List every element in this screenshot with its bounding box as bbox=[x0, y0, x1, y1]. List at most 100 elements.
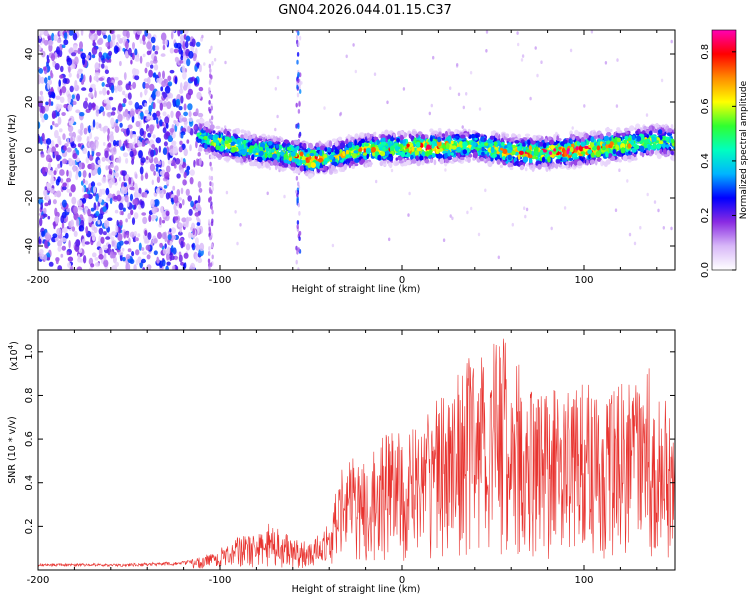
y-tick-label: 0.6 bbox=[24, 431, 35, 447]
spectrogram-noise-cell bbox=[112, 139, 117, 147]
spectrogram-signal-cell bbox=[235, 158, 241, 163]
spectrogram-signal-cell bbox=[271, 148, 275, 153]
spectrogram-noise-cell bbox=[144, 88, 148, 95]
spectrogram-noise-cell bbox=[88, 172, 92, 179]
spectrogram-signal-cell bbox=[546, 142, 549, 146]
spectrogram-speckle bbox=[526, 163, 529, 167]
spectrogram-noise-cell bbox=[169, 47, 174, 54]
spectrogram-signal-cell bbox=[507, 144, 511, 149]
spectrogram-signal-cell bbox=[508, 154, 512, 161]
spectrogram-noise-cell bbox=[53, 170, 57, 176]
spectrogram-noise-cell bbox=[178, 231, 183, 236]
spectrogram-streak-cell bbox=[298, 133, 301, 139]
spectrogram-signal-cell bbox=[257, 137, 263, 142]
spectrogram-speckle bbox=[478, 107, 482, 111]
spectrogram-noise-cell bbox=[85, 226, 89, 234]
spectrogram-signal-cell bbox=[568, 157, 574, 161]
spectrogram-streak-cell bbox=[210, 221, 214, 227]
spectrogram-speckle bbox=[563, 206, 567, 210]
spectrogram-signal-cell bbox=[337, 145, 341, 150]
spectrogram-signal-cell bbox=[451, 157, 458, 161]
spectrogram-noise-cell bbox=[68, 132, 73, 137]
spectrogram-speckle bbox=[583, 104, 586, 108]
spectrogram-noise-cell bbox=[73, 230, 78, 237]
spectrogram-speckle bbox=[283, 194, 286, 199]
spectrogram-noise-cell bbox=[81, 186, 85, 193]
spectrogram-signal-cell bbox=[220, 127, 224, 132]
spectrogram-noise-cell bbox=[117, 251, 124, 256]
spectrogram-noise-cell bbox=[170, 110, 174, 119]
spectrogram-signal-cell bbox=[670, 138, 675, 144]
spectrogram-noise-cell bbox=[140, 174, 144, 181]
spectrogram-speckle bbox=[517, 42, 520, 47]
spectrogram-signal-cell bbox=[415, 133, 419, 138]
spectrogram-noise-cell bbox=[145, 156, 149, 160]
spectrogram-signal-cell bbox=[518, 150, 524, 155]
spectrogram-noise-cell bbox=[189, 177, 194, 185]
spectrogram-signal-cell bbox=[299, 151, 304, 157]
spectrogram-noise-cell bbox=[165, 265, 169, 270]
spectrogram-noise-cell bbox=[105, 165, 109, 171]
spectrogram-signal-cell bbox=[662, 142, 666, 149]
spectrogram-noise-cell bbox=[75, 173, 79, 181]
spectrogram-noise-cell bbox=[160, 32, 167, 41]
spectrogram-noise-cell bbox=[102, 110, 106, 117]
spectrogram-signal-cell bbox=[553, 134, 557, 140]
spectrogram-signal-cell bbox=[444, 130, 448, 137]
spectrogram-noise-cell bbox=[157, 231, 162, 240]
spectrogram-noise-cell bbox=[150, 199, 155, 208]
spectrogram-signal-cell bbox=[256, 148, 260, 153]
spectrogram-speckle bbox=[646, 192, 649, 197]
spectrogram-noise-cell bbox=[189, 233, 194, 238]
spectrogram-noise-cell bbox=[77, 206, 83, 211]
spectrogram-signal-cell bbox=[395, 161, 399, 166]
spectrogram-noise-cell bbox=[180, 157, 184, 166]
spectrogram-signal-cell bbox=[345, 149, 349, 156]
spectrogram-signal-cell bbox=[419, 155, 424, 161]
spectrogram-noise-cell bbox=[160, 86, 164, 92]
spectrogram-noise-cell bbox=[144, 191, 148, 198]
spectrogram-signal-cell bbox=[267, 140, 273, 146]
spectrogram-noise-cell bbox=[57, 176, 61, 183]
spectrogram-speckle bbox=[442, 238, 446, 242]
spectrogram-signal-cell bbox=[609, 136, 612, 141]
spectrogram-signal-cell bbox=[564, 150, 567, 157]
spectrogram-streak-cell bbox=[208, 251, 211, 256]
spectrogram-speckle bbox=[432, 55, 435, 60]
spectrogram-speckle bbox=[529, 96, 532, 101]
spectrogram-speckle bbox=[662, 226, 665, 230]
spectrogram-signal-cell bbox=[293, 139, 297, 143]
spectrogram-streak-cell bbox=[296, 220, 300, 225]
spectrogram-noise-cell bbox=[41, 166, 46, 175]
spectrogram-noise-cell bbox=[156, 258, 160, 264]
spectrogram-noise-cell bbox=[67, 262, 72, 268]
spectrogram-signal-cell bbox=[665, 144, 670, 148]
spectrogram-signal-cell bbox=[514, 140, 520, 144]
spectrogram-noise-cell bbox=[51, 110, 57, 119]
spectrogram-noise-cell bbox=[162, 248, 167, 255]
spectrogram-signal-cell bbox=[382, 146, 386, 152]
spectrogram-signal-cell bbox=[281, 142, 287, 148]
spectrogram-signal-cell bbox=[275, 137, 281, 142]
spectrogram-noise-cell bbox=[46, 183, 52, 191]
spectrogram-noise-cell bbox=[79, 258, 84, 263]
spectrogram-noise-cell bbox=[82, 178, 86, 184]
spectrogram-speckle bbox=[390, 168, 394, 173]
spectrogram-noise-cell bbox=[72, 153, 78, 159]
spectrogram-noise-cell bbox=[63, 32, 68, 40]
spectrogram-noise-cell bbox=[97, 219, 101, 225]
snr-y-label: SNR (10 * v/v) bbox=[7, 416, 18, 484]
spectrogram-signal-cell bbox=[302, 159, 306, 164]
colorbar-tick-label: 0.8 bbox=[700, 44, 711, 60]
spectrogram-noise-cell bbox=[98, 51, 103, 58]
spectrogram-signal-cell bbox=[599, 133, 604, 140]
spectrogram-noise-cell bbox=[46, 257, 51, 261]
spectrogram-signal-cell bbox=[388, 153, 393, 158]
spectrogram-signal-cell bbox=[224, 128, 228, 135]
spectrogram-x-label: Height of straight line (km) bbox=[292, 284, 421, 295]
spectrogram-noise-cell bbox=[141, 212, 147, 216]
spectrogram-noise-cell bbox=[162, 102, 167, 107]
spectrogram-noise-cell bbox=[94, 136, 99, 141]
spectrogram-signal-cell bbox=[218, 131, 221, 139]
